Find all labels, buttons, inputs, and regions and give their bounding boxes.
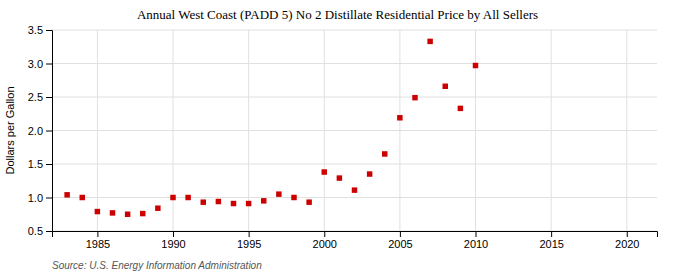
- tick-label: 3.0: [28, 58, 43, 70]
- tick: 2010: [464, 231, 488, 250]
- point: [261, 198, 266, 203]
- grid-line-y: [52, 164, 657, 165]
- point: [367, 171, 372, 176]
- x-axis: 1985 1990 1995 2000 2005 2010 2015 2020: [53, 231, 658, 250]
- point: [306, 199, 311, 204]
- tick: 1985: [86, 231, 110, 250]
- tick-label: 0.5: [28, 225, 43, 237]
- plot-area: 1985 1990 1995 2000 2005 2010 2015 2020 0.5 1.0 1.…: [28, 24, 658, 250]
- point: [155, 205, 160, 210]
- tick-mark: [551, 231, 552, 237]
- tick-mark: [46, 198, 52, 199]
- point: [185, 195, 190, 200]
- tick: 2.0: [28, 125, 52, 137]
- tick-label: 2015: [539, 238, 563, 250]
- tick-label: 2020: [615, 238, 639, 250]
- grid-line-y: [52, 197, 657, 198]
- point: [64, 192, 69, 197]
- point: [110, 210, 115, 215]
- tick-label: 3.5: [28, 24, 43, 36]
- point: [140, 211, 145, 216]
- point: [382, 151, 387, 156]
- tick-mark: [46, 231, 52, 232]
- tick: 3.5: [28, 24, 52, 36]
- point: [276, 191, 281, 196]
- grid: [52, 30, 657, 231]
- point: [231, 201, 236, 206]
- point: [443, 84, 448, 89]
- tick-mark: [46, 30, 52, 31]
- point: [291, 195, 296, 200]
- point: [412, 95, 417, 100]
- point: [246, 201, 251, 206]
- point: [170, 195, 175, 200]
- tick: 1990: [161, 231, 185, 250]
- tick-mark: [97, 231, 98, 237]
- point: [95, 209, 100, 214]
- grid-line-y: [52, 30, 657, 31]
- tick-label: 1.5: [28, 158, 43, 170]
- point: [80, 195, 85, 200]
- point: [337, 175, 342, 180]
- tick-label: 1990: [161, 238, 185, 250]
- point: [352, 187, 357, 192]
- axis-line: [46, 31, 53, 232]
- tick-mark: [46, 131, 52, 132]
- tick: 2015: [539, 231, 563, 250]
- tick-mark: [249, 231, 250, 237]
- grid-line-y: [52, 97, 657, 98]
- point: [397, 115, 402, 120]
- tick-label: 1.0: [28, 192, 43, 204]
- tick-label: 2.0: [28, 125, 43, 137]
- tick-label: 2005: [388, 238, 412, 250]
- tick: 3.0: [28, 58, 52, 70]
- tick-mark: [627, 231, 628, 237]
- tick-mark: [173, 231, 174, 237]
- point: [201, 199, 206, 204]
- tick-label: 1995: [237, 238, 261, 250]
- tick: 2.5: [28, 91, 52, 103]
- tick: 1.0: [28, 192, 52, 204]
- grid-line-y: [52, 63, 657, 64]
- tick-label: 2000: [313, 238, 337, 250]
- tick: 2005: [388, 231, 412, 250]
- tick-mark: [46, 164, 52, 165]
- annotation: Source: U.S. Energy Information Administ…: [52, 260, 262, 271]
- tick: 2020: [615, 231, 639, 250]
- tick-mark: [324, 231, 325, 237]
- tick-label: 2010: [464, 238, 488, 250]
- tick-mark: [46, 97, 52, 98]
- tick-mark: [400, 231, 401, 237]
- point: [458, 106, 463, 111]
- point: [125, 212, 130, 217]
- grid-line-y: [52, 130, 657, 131]
- tick-mark: [476, 231, 477, 237]
- tick: 1.5: [28, 158, 52, 170]
- point: [216, 199, 221, 204]
- tick: 0.5: [28, 225, 52, 237]
- tick: 2000: [313, 231, 337, 250]
- point: [473, 63, 478, 68]
- y-axis: 0.5 1.0 1.5 2.0 2.5 3.0 3.5: [28, 24, 53, 237]
- y-axis-label: Dollars per Gallon: [4, 86, 16, 174]
- points: [64, 39, 478, 217]
- point: [427, 39, 432, 44]
- tick-mark: [46, 64, 52, 65]
- point: [322, 169, 327, 174]
- tick-label: 2.5: [28, 91, 43, 103]
- tick: 1995: [237, 231, 261, 250]
- chart: 1985 1990 1995 2000 2005 2010 2015 2020 0.5 1.0 1.…: [0, 0, 675, 275]
- axis-line: [53, 232, 658, 238]
- tick-label: 1985: [86, 238, 110, 250]
- title: Annual West Coast (PADD 5) No 2 Distilla…: [137, 7, 538, 22]
